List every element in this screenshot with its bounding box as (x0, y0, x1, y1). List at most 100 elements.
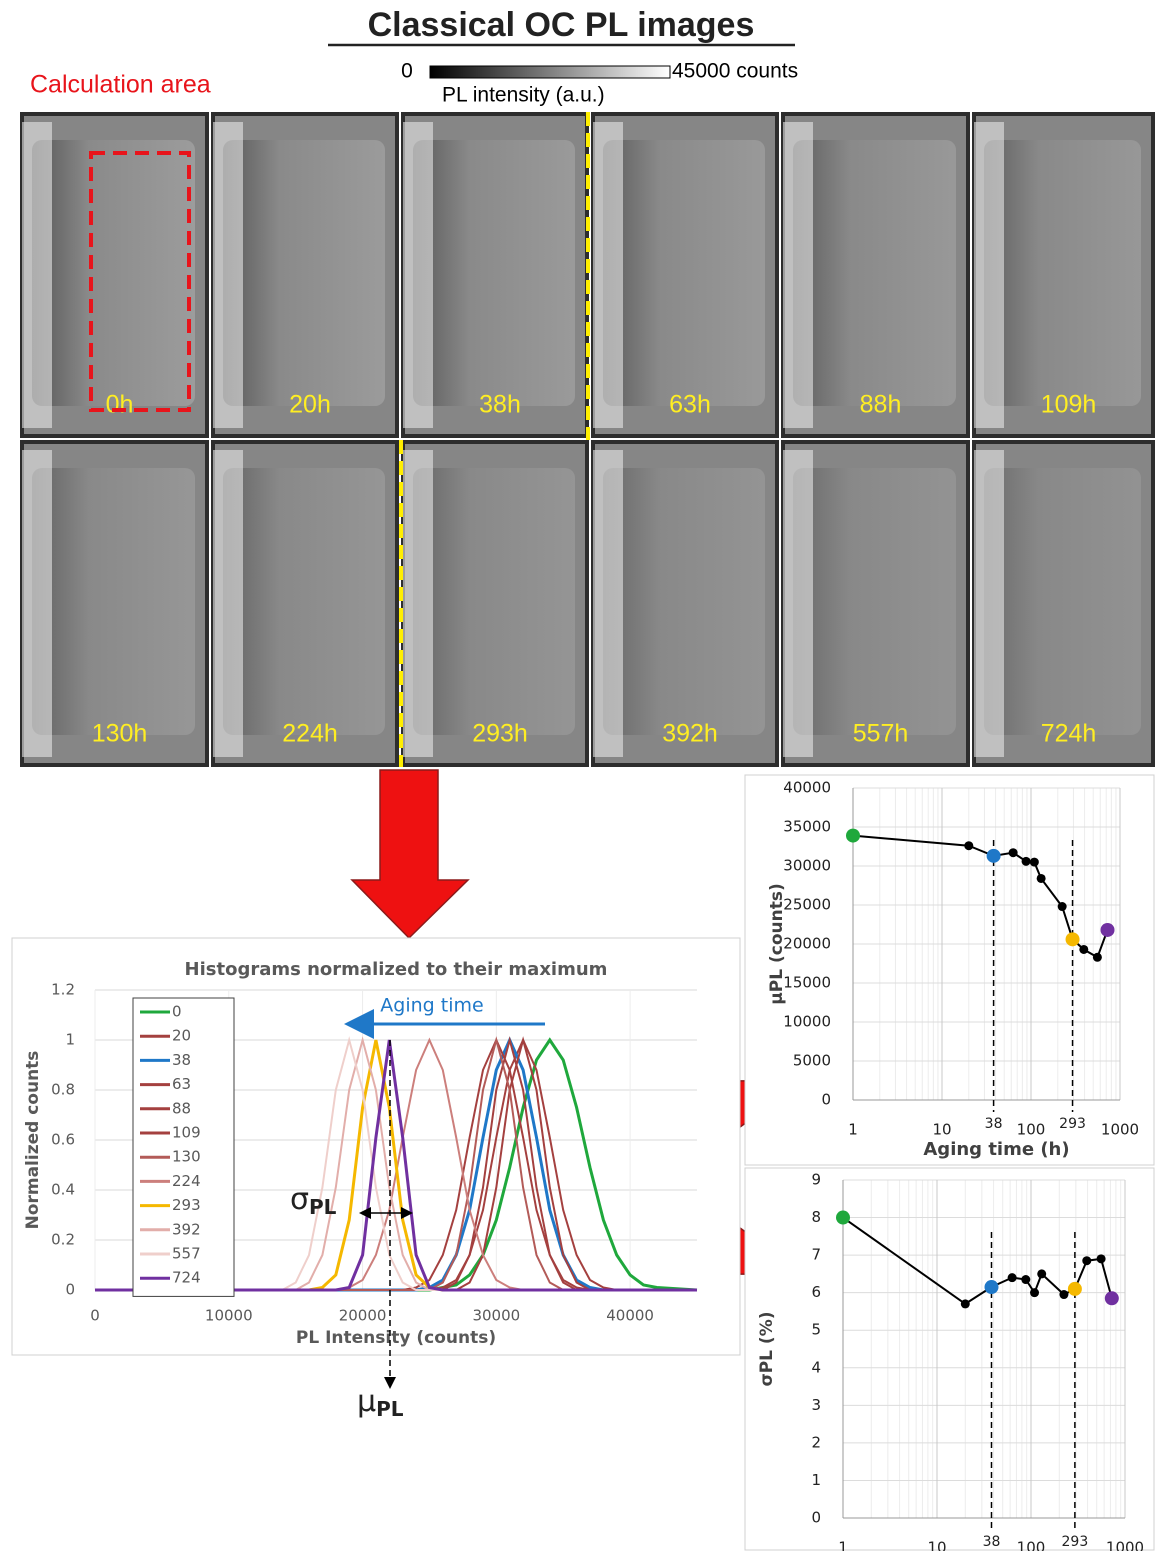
pl-image-strip (213, 122, 243, 428)
pl-image-cell (32, 468, 195, 735)
data-point (1079, 944, 1089, 954)
page-title: Classical OC PL images (368, 6, 755, 44)
colorbar-min: 0 (401, 60, 413, 83)
data-point (1067, 1281, 1082, 1296)
data-point (1096, 1254, 1106, 1264)
colorbar-max: 45000 counts (672, 60, 798, 83)
legend-label: 557 (172, 1245, 201, 1263)
y-tick-label: 10000 (783, 1013, 831, 1031)
data-point (1021, 1275, 1031, 1285)
x-tick-label: 1000 (1106, 1539, 1144, 1551)
pl-image-strip (593, 450, 623, 757)
legend-box (132, 997, 235, 1297)
y-tick-label: 20000 (783, 935, 831, 953)
legend-label: 0 (172, 1003, 182, 1021)
pl-image-strip (403, 450, 433, 757)
pl-image-strip (22, 122, 52, 428)
aging-time-label: Aging time (380, 995, 483, 1017)
y-tick-label: 0 (65, 1281, 75, 1299)
y-tick-label: 15000 (783, 974, 831, 992)
y-axis-title: Normalized counts (23, 1051, 43, 1230)
data-point (1104, 1291, 1119, 1306)
data-point (1008, 848, 1018, 858)
image-time-label: 392h (662, 720, 718, 748)
x-tick-label: 20000 (339, 1307, 387, 1325)
image-time-label: 0h (106, 391, 134, 419)
marker-line-label: 293 (1062, 1534, 1089, 1550)
y-tick-label: 0 (811, 1509, 821, 1527)
y-tick-label: 25000 (783, 896, 831, 914)
x-tick-label: 30000 (472, 1307, 520, 1325)
legend-label: 724 (172, 1269, 201, 1287)
pl-image-cell (413, 140, 575, 406)
data-point (1037, 1269, 1047, 1279)
mu-symbol: µ (357, 1384, 376, 1419)
calculation-area-label: Calculation area (30, 71, 211, 99)
legend-label: 38 (172, 1051, 191, 1069)
x-tick-label: 100 (1017, 1539, 1046, 1551)
pl-image-strip (783, 450, 813, 757)
y-tick-label: 0 (821, 1091, 831, 1109)
down-arrow (350, 769, 470, 940)
pl-image-cell (32, 140, 195, 406)
x-tick-label: 0 (90, 1307, 100, 1325)
data-point (1007, 1273, 1017, 1283)
legend-label: 293 (172, 1196, 201, 1214)
series-line (95, 1039, 697, 1292)
y-tick-label: 3 (811, 1396, 821, 1414)
pl-image-cell (413, 468, 575, 735)
y-tick-label: 9 (811, 1171, 821, 1189)
legend-label: 392 (172, 1220, 201, 1238)
image-grid: 0h 20h 38h 63h 88h 109h 130h 224h 293h 392h 557h 72… (20, 112, 1155, 767)
y-tick-label: 0.6 (51, 1131, 75, 1149)
pl-image-cell (603, 468, 765, 735)
x-tick-label: 1000 (1101, 1121, 1139, 1139)
pl-image-strip (593, 122, 623, 428)
data-point (1029, 857, 1039, 867)
image-time-label: 724h (1041, 720, 1097, 748)
data-point (1030, 1288, 1040, 1298)
y-tick-label: 1 (811, 1471, 821, 1489)
image-time-label: 38h (479, 391, 521, 419)
y-tick-label: 7 (811, 1246, 821, 1264)
y-tick-label: 30000 (783, 857, 831, 875)
charts: Histograms normalized to their maximum00… (23, 779, 1144, 1551)
y-tick-label: 40000 (783, 779, 831, 797)
pl-image-strip (974, 450, 1004, 757)
y-tick-label: 0.4 (51, 1181, 75, 1199)
pl-image-strip (403, 122, 433, 428)
pl-image-strip (783, 122, 813, 428)
image-time-label: 557h (853, 720, 909, 748)
x-tick-label: 10 (932, 1121, 951, 1139)
pl-image-cell (223, 140, 385, 406)
image-time-label: 63h (669, 391, 711, 419)
y-tick-label: 0.2 (51, 1231, 75, 1249)
sigma-panel (744, 1167, 1155, 1551)
data-point (964, 841, 974, 851)
data-point (984, 1280, 999, 1295)
y-tick-label: 0.8 (51, 1081, 75, 1099)
colorbar (429, 65, 671, 79)
y-tick-label: 4 (811, 1358, 821, 1376)
x-tick-label: 1 (848, 1121, 858, 1139)
y-tick-label: 35000 (783, 818, 831, 836)
mu-sub: PL (376, 1397, 404, 1421)
pl-image-strip (22, 450, 52, 757)
data-point (1057, 902, 1067, 912)
image-time-label: 130h (92, 720, 148, 748)
y-tick-label: 1.2 (51, 981, 75, 999)
image-time-label: 88h (860, 391, 902, 419)
marker-line-label: 293 (1059, 1116, 1086, 1132)
x-axis-title: PL Intensity (counts) (296, 1328, 496, 1348)
pl-image-cell (984, 468, 1141, 735)
legend-label: 109 (172, 1124, 201, 1142)
y-axis-title: µPL (counts) (767, 883, 787, 1004)
sigma-sub: PL (309, 1195, 337, 1219)
marker-line-label: 38 (983, 1534, 1001, 1550)
image-time-label: 293h (472, 720, 528, 748)
pl-image-cell (793, 468, 956, 735)
data-point (1065, 932, 1080, 947)
y-tick-label: 8 (811, 1208, 821, 1226)
legend-label: 63 (172, 1075, 191, 1093)
y-tick-label: 2 (811, 1433, 821, 1451)
